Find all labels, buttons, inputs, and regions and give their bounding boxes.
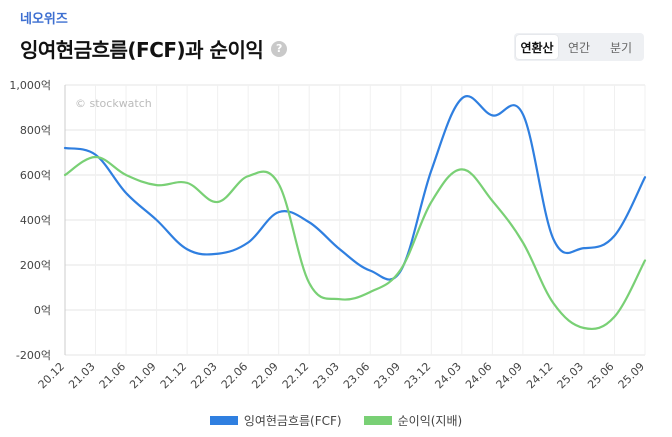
chart-header: 잉여현금흐름(FCF)과 순이익 ? [20, 34, 288, 63]
chart-legend: 잉여현금흐름(FCF) 순이익(지배) [0, 412, 672, 429]
series-line-net-income [63, 155, 647, 331]
x-tick-label: 24.09 [494, 360, 525, 391]
chart-title: 잉여현금흐름(FCF)과 순이익 [20, 38, 264, 62]
x-tick-label: 25.03 [555, 360, 586, 391]
x-tick-label: 25.09 [616, 360, 647, 391]
legend-label-fcf: 잉여현금흐름(FCF) [243, 414, 342, 428]
x-tick-label: 23.06 [341, 360, 372, 391]
x-tick-label: 22.12 [280, 360, 311, 391]
legend-item-fcf[interactable]: 잉여현금흐름(FCF) [209, 412, 342, 429]
legend-item-net-income[interactable]: 순이익(지배) [363, 412, 463, 429]
y-tick-label: 800억 [20, 124, 51, 137]
y-tick-label: 0억 [34, 304, 51, 317]
x-tick-label: 22.06 [219, 360, 250, 391]
series-line-fcf [63, 95, 647, 281]
tab-quarterly[interactable]: 분기 [609, 40, 633, 55]
x-tick-label: 24.06 [463, 360, 494, 391]
x-tick-label: 25.06 [585, 360, 616, 391]
help-icon[interactable]: ? [271, 40, 288, 57]
legend-swatch-fcf [209, 416, 238, 425]
x-tick-label: 21.06 [97, 360, 128, 391]
x-tick-label: 20.12 [36, 360, 67, 391]
watermark-text: © stockwatch [75, 97, 152, 110]
x-tick-label: 23.03 [310, 360, 341, 391]
x-tick-label: 24.03 [432, 360, 463, 391]
y-tick-label: 400억 [20, 214, 51, 227]
period-selector: 연환산 연간 분기 [514, 33, 644, 61]
y-tick-label: -200억 [16, 349, 51, 362]
tab-annualized[interactable]: 연환산 [516, 35, 558, 59]
y-tick-label: 200억 [20, 259, 51, 272]
x-tick-label: 22.09 [249, 360, 280, 391]
legend-label-net-income: 순이익(지배) [397, 414, 463, 428]
x-tick-label: 21.12 [158, 360, 189, 391]
tab-annual[interactable]: 연간 [567, 40, 591, 55]
x-tick-label: 22.03 [188, 360, 219, 391]
x-tick-label: 21.03 [66, 360, 97, 391]
y-tick-label: 600억 [20, 169, 51, 182]
y-tick-label: 1,000억 [9, 79, 51, 92]
x-tick-label: 23.12 [402, 360, 433, 391]
x-tick-label: 24.12 [524, 360, 555, 391]
legend-swatch-net-income [363, 416, 392, 425]
x-tick-label: 23.09 [371, 360, 402, 391]
x-tick-label: 21.09 [127, 360, 158, 391]
company-name: 네오위즈 [20, 12, 68, 27]
